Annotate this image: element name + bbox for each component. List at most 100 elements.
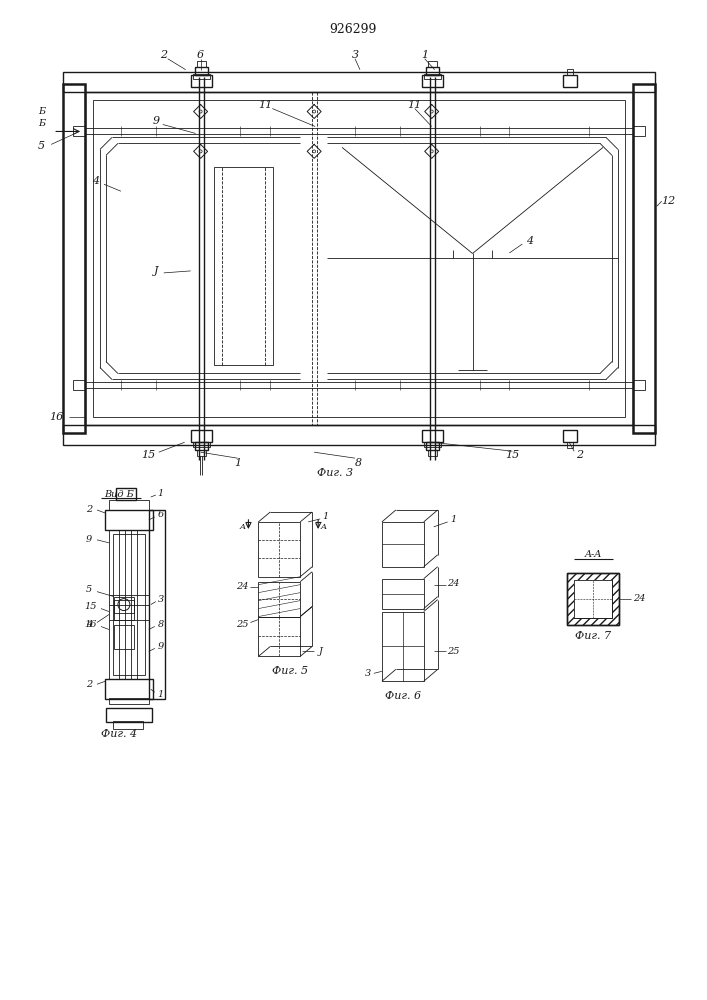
Bar: [113, 534, 145, 675]
Bar: [214, 167, 274, 365]
Text: 4: 4: [86, 620, 92, 629]
Text: 1: 1: [450, 515, 457, 524]
Text: 11: 11: [408, 100, 422, 110]
Bar: [258, 522, 300, 577]
Text: Фиг. 7: Фиг. 7: [575, 631, 611, 641]
Bar: [633, 84, 655, 433]
Bar: [567, 573, 619, 625]
Bar: [192, 74, 209, 79]
Text: Фиг. 6: Фиг. 6: [385, 691, 421, 701]
Text: 1: 1: [322, 512, 328, 521]
Bar: [382, 612, 423, 681]
Text: 2: 2: [86, 680, 92, 689]
Text: 3: 3: [158, 595, 164, 604]
Bar: [428, 61, 437, 67]
Text: 5: 5: [37, 141, 45, 151]
Bar: [114, 597, 134, 613]
Text: 11: 11: [258, 100, 272, 110]
Text: Б: Б: [37, 107, 45, 116]
Bar: [148, 510, 165, 699]
Text: 9: 9: [152, 116, 159, 126]
Bar: [197, 450, 206, 456]
Bar: [63, 425, 655, 445]
Bar: [85, 92, 633, 425]
Text: Вид Б: Вид Б: [104, 490, 134, 499]
Text: 24: 24: [633, 594, 645, 603]
Text: 3: 3: [351, 50, 358, 60]
Text: 24: 24: [448, 579, 460, 588]
Text: 12: 12: [662, 196, 676, 206]
Bar: [422, 430, 443, 442]
Bar: [106, 708, 152, 722]
Bar: [194, 442, 208, 450]
Text: 1: 1: [158, 489, 164, 498]
Bar: [114, 600, 134, 620]
Bar: [426, 442, 438, 450]
Text: 926299: 926299: [329, 23, 377, 36]
Bar: [109, 500, 148, 510]
Bar: [105, 510, 153, 530]
Text: 15: 15: [506, 450, 520, 460]
Bar: [567, 573, 619, 625]
Text: 15: 15: [85, 602, 98, 611]
Text: 2: 2: [86, 505, 92, 514]
Bar: [197, 61, 206, 67]
Bar: [633, 380, 645, 390]
Bar: [258, 582, 300, 617]
Text: 8: 8: [354, 458, 361, 468]
Text: Фиг. 4: Фиг. 4: [101, 729, 137, 739]
Text: 25: 25: [448, 647, 460, 656]
Text: 16: 16: [85, 620, 98, 629]
Text: A-A: A-A: [585, 550, 602, 559]
Text: Фиг. 3: Фиг. 3: [317, 468, 353, 478]
Bar: [258, 617, 300, 656]
Text: 1: 1: [158, 690, 164, 699]
Text: 3: 3: [365, 669, 371, 678]
Text: 25: 25: [236, 620, 249, 629]
Text: Б: Б: [37, 119, 45, 128]
Text: Фиг. 5: Фиг. 5: [272, 666, 308, 676]
Bar: [113, 721, 143, 729]
Bar: [93, 100, 625, 417]
Bar: [574, 580, 612, 618]
Text: 15: 15: [141, 450, 156, 460]
Bar: [63, 84, 85, 433]
Bar: [105, 679, 153, 699]
Bar: [109, 698, 148, 704]
Bar: [114, 625, 134, 649]
Bar: [423, 74, 440, 79]
Bar: [63, 72, 655, 92]
Bar: [563, 430, 577, 442]
Text: 16: 16: [49, 412, 64, 422]
Text: A: A: [321, 523, 327, 531]
Bar: [567, 69, 573, 75]
Text: 24: 24: [236, 582, 249, 591]
Text: A: A: [240, 523, 245, 531]
Text: 5: 5: [86, 585, 92, 594]
Bar: [191, 75, 211, 87]
Bar: [567, 442, 573, 448]
Text: 6: 6: [158, 510, 164, 519]
Text: 9: 9: [86, 535, 92, 544]
Bar: [422, 75, 443, 87]
Bar: [73, 380, 85, 390]
Bar: [109, 530, 148, 679]
Bar: [426, 67, 438, 75]
Text: 8: 8: [158, 620, 164, 629]
Text: 4: 4: [526, 236, 533, 246]
Bar: [428, 450, 437, 456]
Text: 6: 6: [197, 50, 204, 60]
Bar: [191, 430, 211, 442]
Text: 4: 4: [93, 176, 100, 186]
Text: 2: 2: [575, 450, 583, 460]
Bar: [563, 75, 577, 87]
Bar: [574, 580, 612, 618]
Bar: [574, 580, 612, 618]
Text: 1: 1: [234, 458, 241, 468]
Bar: [73, 126, 85, 136]
Text: J: J: [318, 647, 322, 656]
Text: 9: 9: [158, 642, 164, 651]
Text: 1: 1: [421, 50, 428, 60]
Bar: [194, 67, 208, 75]
Text: 2: 2: [160, 50, 168, 60]
